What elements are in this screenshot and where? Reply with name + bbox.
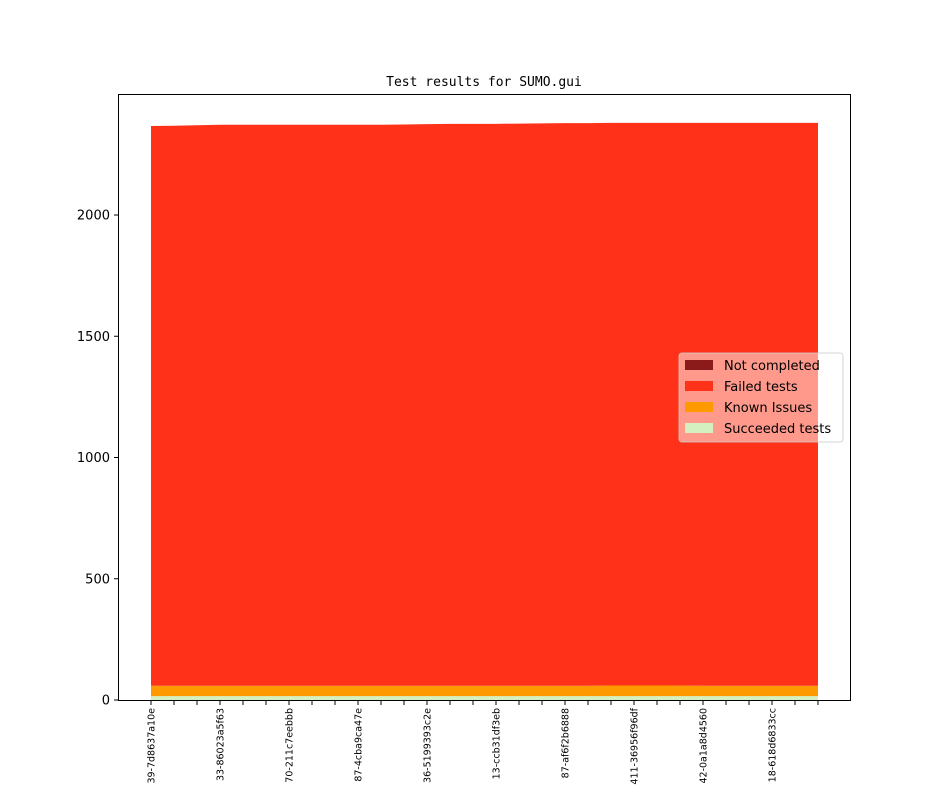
legend-swatch [685,381,713,391]
legend-label: Not completed [724,359,820,374]
x-tick-label: 33-86023a5f63 [216,708,227,781]
y-tick-label: 1500 [77,330,110,345]
y-tick-label: 500 [85,572,110,587]
x-axis: 39-7d8637a10e 33-86023a5f63 70-211c7eebbb 8… [147,700,819,785]
legend-label: Known Issues [724,401,812,416]
legend: Not completed Failed tests Known Issues Suc… [678,352,844,443]
x-tick-label: 411-36956f96df [630,707,641,784]
legend-label: Succeeded tests [724,422,831,437]
area-succeeded-tests [151,696,818,700]
x-tick-label: 18-618d6833cc [768,708,779,782]
legend-swatch [685,423,713,433]
x-tick-label: 39-7d8637a10e [147,708,158,784]
plot-frame [118,94,851,701]
y-tick-label: 2000 [77,209,110,224]
y-tick-label: 1000 [77,451,110,466]
legend-label: Failed tests [724,380,798,395]
x-tick-label: 13-ccb31df3eb [492,708,503,779]
chart-title: Test results for SUMO.gui [386,75,582,90]
x-tick-label: 87-af6f2b6888 [561,708,572,778]
x-tick-label: 36-5199393c2e [423,708,434,783]
area-known-issues [151,685,818,697]
areas [151,122,818,700]
y-axis: 0 500 1000 1500 2000 [77,209,119,709]
x-tick-label: 42-0a1a8d4560 [699,708,710,784]
x-tick-label: 87-4cba9ca47e [354,708,365,782]
legend-box [678,352,844,443]
legend-swatch [685,360,713,370]
x-tick-label: 70-211c7eebbb [285,708,296,783]
area-failed-tests [151,122,818,686]
legend-swatch [685,402,713,412]
y-tick-label: 0 [102,694,110,709]
